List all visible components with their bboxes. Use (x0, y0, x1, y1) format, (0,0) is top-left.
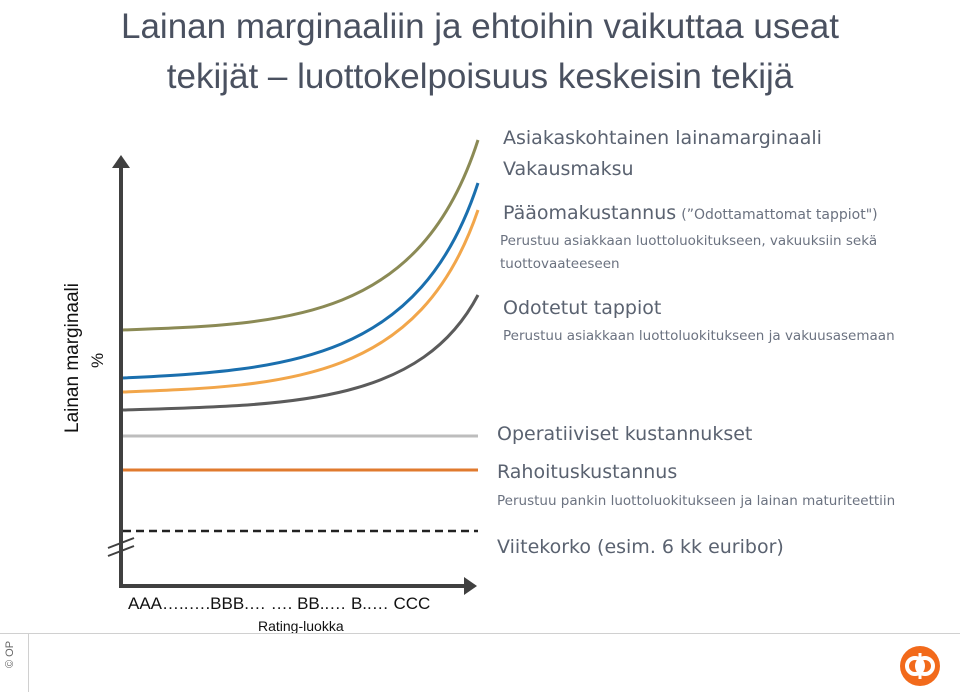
odotetut-tappiot-curve (122, 294, 480, 412)
paaomakustannus-description-2: tuottovaateeseen (500, 256, 620, 272)
op-logo-glyph (905, 653, 935, 679)
vakausmaksu-curve (122, 182, 480, 380)
op-logo-icon (900, 646, 940, 686)
label-paaomakustannus-paren: (”Odottamattomat tappiot") (681, 207, 878, 223)
x-axis-rating-labels: AAA…..….BBB.… …. BB..… B..… CCC (128, 594, 431, 613)
label-paaomakustannus-row: Pääomakustannus (”Odottamattomat tappiot… (503, 202, 878, 224)
asiakaskohtainen-lainamarginaali-curve (122, 139, 480, 332)
footer-side-divider (28, 634, 29, 692)
x-axis-arrow (464, 577, 477, 595)
title-line-1: Lainan marginaaliin ja ehtoihin vaikutta… (121, 7, 839, 46)
label-viitekorko: Viitekorko (esim. 6 kk euribor) (497, 536, 784, 558)
axis-break-mark-2 (107, 545, 135, 557)
label-odotetut-tappiot: Odotetut tappiot (503, 297, 662, 319)
y-axis-arrow (112, 155, 130, 168)
footer-divider (0, 633, 960, 634)
title-line-2: tekijät – luottokelpoisuus keskeisin tek… (166, 57, 794, 96)
page-title: Lainan marginaaliin ja ehtoihin vaikutta… (0, 2, 960, 102)
odotetut-tappiot-description: Perustuu asiakkaan luottoluokitukseen ja… (503, 328, 895, 344)
label-vakausmaksu: Vakausmaksu (503, 158, 634, 180)
axis-break-mark-1 (107, 537, 135, 549)
label-rahoituskustannus: Rahoituskustannus (497, 461, 678, 483)
label-operatiiviset-kustannukset: Operatiiviset kustannukset (497, 423, 753, 445)
x-axis-title: Rating-luokka (258, 618, 344, 634)
copyright-text: © OP (4, 640, 16, 668)
paaomakustannus-curve (122, 209, 480, 394)
rahoituskustannus-description: Perustuu pankin luottoluokitukseen ja la… (497, 493, 896, 509)
paaomakustannus-description-1: Perustuu asiakkaan luottoluokitukseen, v… (500, 233, 878, 249)
label-paaomakustannus: Pääomakustannus (503, 202, 677, 224)
label-asiakaskohtainen-lainamarginaali: Asiakaskohtainen lainamarginaali (503, 127, 822, 149)
